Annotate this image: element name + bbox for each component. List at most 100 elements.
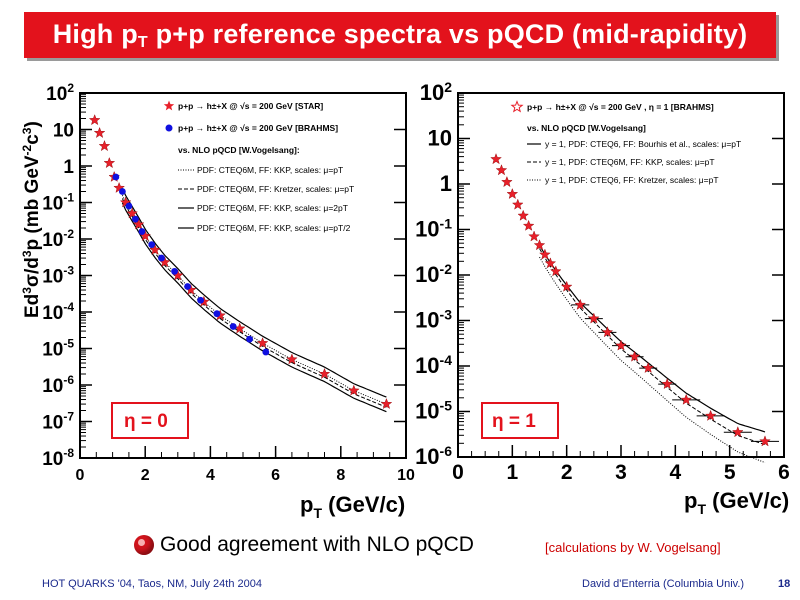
legend-right-curve-1-label: y = 1, PDF: CTEQ6M, FF: KKP, scales: μ=p… — [545, 157, 715, 167]
y-tick-label: 10-5 — [42, 337, 74, 361]
y-tick-label: 10-1 — [42, 191, 74, 215]
data-point-brahms — [213, 310, 221, 318]
data-point-brahms — [539, 248, 551, 260]
left-x-axis-label: pT (GeV/c) — [300, 492, 405, 521]
data-point-star — [348, 384, 360, 396]
data-point-brahms — [132, 215, 139, 223]
x-tick-label: 8 — [336, 467, 345, 484]
curve-kkp-2pt — [121, 188, 387, 398]
legend-right-curve-0-label: y = 1, PDF: CTEQ6, FF: Bourhis et al., s… — [545, 139, 741, 149]
y-tick-label: 10-4 — [415, 352, 452, 378]
y-tick-label: 10-6 — [415, 443, 452, 469]
right-chart-frame — [457, 92, 785, 458]
x-tick-label: 2 — [141, 467, 150, 484]
legend-curve-1-label: PDF: CTEQ6M, FF: Kretzer, scales: μ=pT — [197, 184, 354, 194]
x-tick-label: 10 — [397, 467, 415, 484]
y-tick-label: 10-5 — [415, 398, 452, 424]
legend-right-curve-2-label: y = 1, PDF: CTEQ6, FF: Kretzer, scales: … — [545, 175, 719, 185]
data-point-brahms — [490, 153, 502, 165]
data-point-brahms — [759, 435, 771, 447]
right-rapidity-label: η = 1 — [492, 411, 536, 432]
y-tick-label: 10 — [428, 126, 452, 151]
x-tick-label: 4 — [206, 467, 215, 484]
x-tick-label: 2 — [561, 461, 573, 484]
left-theory-curves — [121, 188, 387, 413]
data-point-brahms — [229, 323, 237, 330]
y-tick-label: 10-7 — [42, 410, 74, 434]
data-point-star — [149, 243, 161, 255]
legend-curve-0-label: PDF: CTEQ6M, FF: KKP, scales: μ=pT — [197, 165, 343, 175]
data-point-star — [88, 114, 101, 126]
x-tick-label: 6 — [778, 461, 790, 484]
legend-curve-2-label: PDF: CTEQ6M, FF: KKP, scales: μ=2pT — [197, 203, 348, 213]
y-tick-label: 10-1 — [415, 216, 452, 242]
data-point-brahms — [158, 254, 165, 262]
right-chart: 10-6 10-5 10-4 10-3 10-2 10-1 1 10 102 0 1 2 3 4 5 6 p… — [415, 79, 790, 517]
left-y-axis-label: Ed3σ/d3p (mb GeV-2c3) — [20, 121, 43, 318]
x-tick-label: 0 — [76, 467, 85, 484]
data-point-brahms — [732, 426, 744, 438]
data-point-star — [380, 398, 393, 409]
data-point-star — [318, 367, 331, 379]
red-ball-bullet-icon — [134, 535, 154, 555]
data-point-brahms — [138, 228, 146, 235]
data-point-star — [132, 218, 145, 230]
legend-brahms-open-star-marker — [510, 100, 524, 113]
agreement-text: Good agreement with NLO pQCD — [160, 533, 474, 556]
data-point-brahms — [118, 188, 126, 195]
data-point-brahms — [517, 209, 529, 221]
data-point-star — [256, 337, 269, 349]
legend-theory-header: vs. NLO pQCD [W.Vogelsang]: — [178, 145, 300, 155]
curve-kretzer — [539, 256, 766, 464]
conclusion-line: Good agreement with NLO pQCD — [134, 533, 474, 557]
y-tick-label: 10-2 — [42, 227, 74, 251]
data-point-brahms — [501, 176, 513, 188]
right-rapidity-box — [481, 402, 559, 439]
legend-brahms-marker — [165, 124, 173, 132]
x-tick-label: 3 — [615, 461, 627, 484]
calculation-credit: [calculations by W. Vogelsang] — [545, 540, 721, 555]
x-tick-label: 0 — [452, 461, 464, 484]
y-tick-label: 10-2 — [415, 261, 452, 287]
data-point-brahms — [642, 362, 654, 373]
data-point-star — [119, 196, 132, 208]
legend-star-label: p+p → h±+X @ √s = 200 GeV [STAR] — [178, 101, 323, 111]
data-point-brahms — [506, 188, 519, 199]
footer-author: David d'Enterria (Columbia Univ.) — [582, 578, 745, 590]
left-x-ticks: 0 2 4 6 8 10 — [76, 446, 415, 484]
data-point-brahms — [661, 378, 673, 390]
data-point-brahms — [588, 312, 600, 324]
legend-brahms-label: p+p → h±+X @ √s = 200 GeV [BRAHMS] — [178, 123, 338, 133]
legend-right-theory-header: vs. NLO pQCD [W.Vogelsang] — [527, 123, 646, 133]
data-point-brahms — [601, 326, 614, 338]
title-banner: High pT p+p reference spectra vs pQCD (m… — [24, 12, 776, 58]
data-point-star — [126, 207, 138, 219]
legend-curve-3-label: PDF: CTEQ6M, FF: KKP, scales: μ=pT/2 — [197, 223, 351, 233]
data-point-brahms — [704, 409, 717, 421]
data-point-brahms — [511, 198, 524, 210]
right-x-ticks: 0 1 2 3 4 5 6 — [452, 445, 790, 484]
right-y-ticks: 10-6 10-5 10-4 10-3 10-2 10-1 1 10 102 — [415, 79, 784, 469]
y-tick-label: 102 — [420, 79, 452, 105]
data-point-brahms — [171, 267, 178, 275]
y-tick-label: 10-8 — [42, 446, 74, 470]
left-data-points — [88, 114, 393, 409]
data-point-brahms — [197, 296, 205, 304]
data-point-brahms — [184, 283, 191, 290]
curve-kretzer-pt — [121, 198, 387, 408]
left-rapidity-label: η = 0 — [124, 411, 168, 432]
y-tick-label: 102 — [46, 81, 74, 105]
y-tick-label: 10-3 — [42, 264, 74, 288]
x-tick-label: 5 — [724, 461, 736, 484]
y-tick-label: 10 — [53, 121, 74, 142]
data-point-star — [93, 126, 106, 138]
right-data-points — [490, 153, 779, 447]
left-legend: p+p → h±+X @ √s = 200 GeV [STAR] p+p → h… — [163, 100, 354, 233]
slide-title: High pT p+p reference spectra vs pQCD (m… — [52, 18, 748, 51]
data-point-brahms — [148, 241, 156, 249]
data-point-brahms — [680, 393, 692, 405]
data-point-brahms — [544, 257, 557, 269]
data-point-brahms — [533, 239, 546, 251]
